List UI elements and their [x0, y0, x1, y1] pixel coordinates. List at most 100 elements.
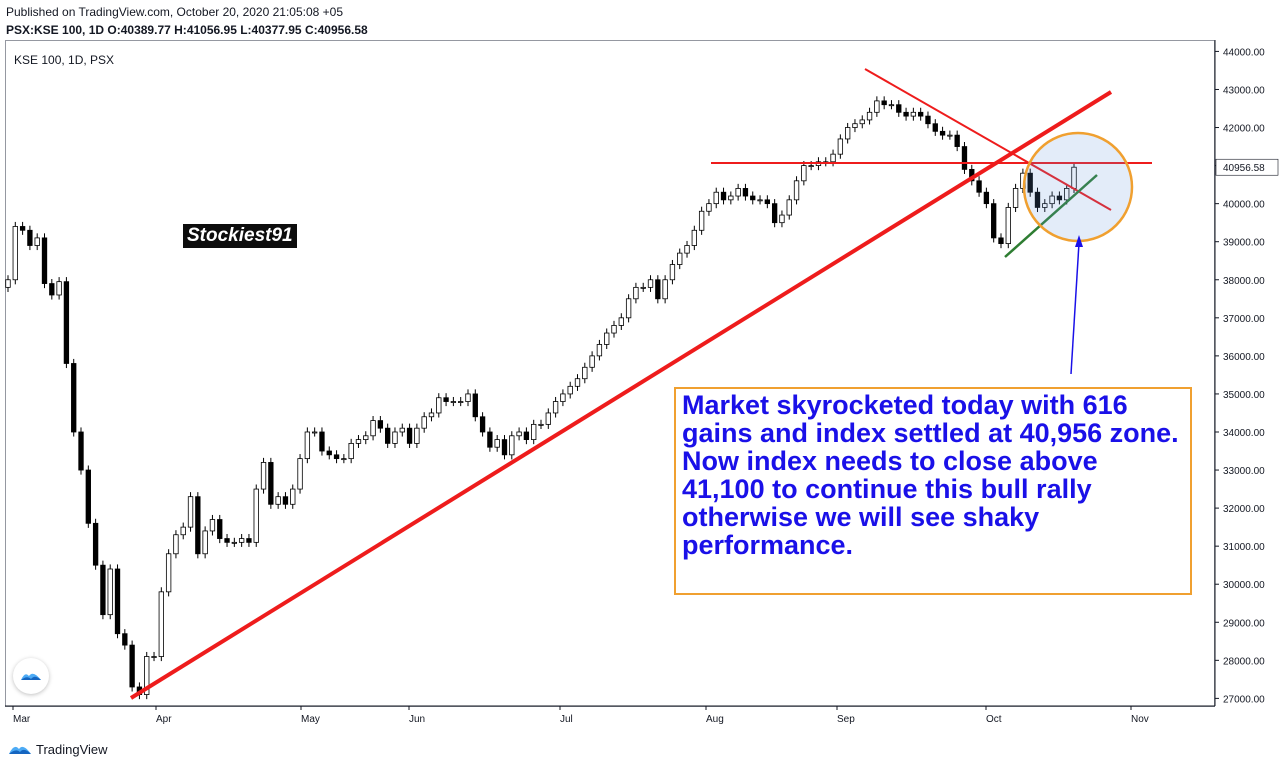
candle-body	[713, 191, 719, 205]
candle-body	[896, 104, 902, 113]
price-tick-label: 32000.00	[1223, 504, 1265, 515]
time-tick-label: Jul	[560, 714, 573, 725]
close-value: 40956.58	[317, 23, 368, 37]
candle-body	[837, 138, 844, 155]
candle-body	[655, 279, 661, 300]
candle-body	[5, 279, 11, 288]
price-tick-label: 43000.00	[1223, 85, 1265, 96]
tradingview-logo-icon	[21, 673, 41, 680]
candle-body	[596, 344, 603, 357]
candle-body	[501, 439, 508, 456]
candle-body	[180, 526, 186, 536]
candle-body	[107, 568, 113, 616]
time-tick-label: Oct	[986, 714, 1002, 725]
price-tick-label: 30000.00	[1223, 580, 1265, 591]
candle-body	[859, 119, 865, 125]
candle-body	[1034, 191, 1041, 208]
candle-body	[706, 203, 712, 212]
candle-body	[377, 420, 384, 429]
candle-body	[195, 496, 201, 555]
candle-body	[479, 416, 486, 433]
candle-body	[122, 633, 128, 646]
low-value: 40377.95	[251, 23, 302, 37]
drawings	[129, 68, 1152, 700]
price-tick-label: 31000.00	[1223, 542, 1265, 553]
candle-body	[793, 180, 800, 201]
arrow-head	[1075, 235, 1083, 247]
candle-body	[114, 568, 121, 635]
candle-body	[939, 130, 946, 136]
candle-body	[92, 522, 99, 566]
candle-body	[983, 191, 990, 205]
candle-body	[202, 530, 208, 555]
candle-body	[260, 462, 267, 490]
candle-body	[954, 134, 960, 147]
candle-body	[282, 496, 289, 505]
high-label: H:	[174, 23, 187, 37]
price-chart[interactable]: 27000.00 28000.00 29000.00 30000.00 31000.00…	[5, 40, 1280, 762]
candle-body	[786, 199, 792, 216]
candle-body	[472, 393, 478, 418]
candle-body	[757, 199, 763, 202]
candle-body	[49, 283, 55, 296]
candle-body	[129, 644, 135, 688]
candle-body	[552, 401, 559, 414]
candle-body	[428, 412, 435, 418]
candle-body	[1027, 172, 1033, 193]
price-tick-label: 39000.00	[1223, 238, 1265, 249]
candle-body	[947, 134, 953, 137]
candle-body	[224, 538, 230, 543]
candle-body	[866, 111, 873, 121]
candle-body	[253, 488, 259, 543]
candle-body	[633, 286, 639, 300]
candle-body	[436, 397, 442, 414]
price-tick-label: 36000.00	[1223, 352, 1265, 363]
candle-body	[932, 123, 938, 132]
time-tick-label: Jun	[409, 714, 425, 725]
candle-body	[100, 564, 106, 616]
downtrend-line	[864, 68, 1112, 211]
time-axis[interactable]: Mar Apr May Jun Jul Aug Sep Oct Nov	[5, 705, 1215, 725]
candle-body	[728, 195, 734, 201]
price-axis[interactable]: 27000.00 28000.00 29000.00 30000.00 31000.00…	[1214, 40, 1279, 706]
candle-body	[574, 378, 581, 387]
candle-body	[918, 111, 924, 117]
candle-body	[392, 431, 398, 444]
candle-body	[165, 553, 172, 593]
high-value: 41056.95	[186, 23, 237, 37]
candle-body	[1064, 188, 1070, 201]
candle-body	[925, 115, 931, 125]
candle-body	[888, 104, 895, 107]
candle-body	[881, 100, 887, 106]
footer-brand[interactable]: TradingView	[8, 741, 108, 757]
tradingview-badge[interactable]	[13, 658, 49, 694]
candle-body	[582, 366, 588, 380]
chart-symbol-label: KSE 100, 1D, PSX	[14, 53, 115, 67]
candle-body	[662, 279, 668, 300]
published-info: Published on TradingView.com, October 20…	[6, 5, 344, 19]
candle-body	[976, 180, 982, 193]
candle-body	[735, 188, 741, 197]
candle-body	[618, 317, 624, 326]
annotation-note: Market skyrocketed today with 616 gains …	[674, 387, 1192, 595]
candle-body	[304, 431, 311, 460]
candle-body	[275, 496, 281, 505]
candle-body	[844, 127, 851, 140]
close-label: C:	[304, 23, 318, 37]
candle-body	[56, 281, 62, 296]
candle-body	[12, 226, 18, 281]
candle-body	[443, 397, 449, 402]
time-tick-label: Apr	[156, 714, 172, 725]
candle-body	[71, 363, 77, 433]
price-tick-label: 28000.00	[1223, 656, 1265, 667]
candle-body	[523, 431, 530, 441]
candle-body	[187, 496, 194, 528]
last-price-label: 40956.58	[1223, 163, 1265, 174]
candle-body	[458, 401, 464, 403]
highlight-circle	[1022, 131, 1134, 243]
candle-body	[991, 203, 997, 239]
candle-body	[779, 214, 785, 224]
candle-body	[677, 252, 683, 265]
candle-body	[494, 439, 500, 448]
candle-body	[414, 427, 420, 444]
